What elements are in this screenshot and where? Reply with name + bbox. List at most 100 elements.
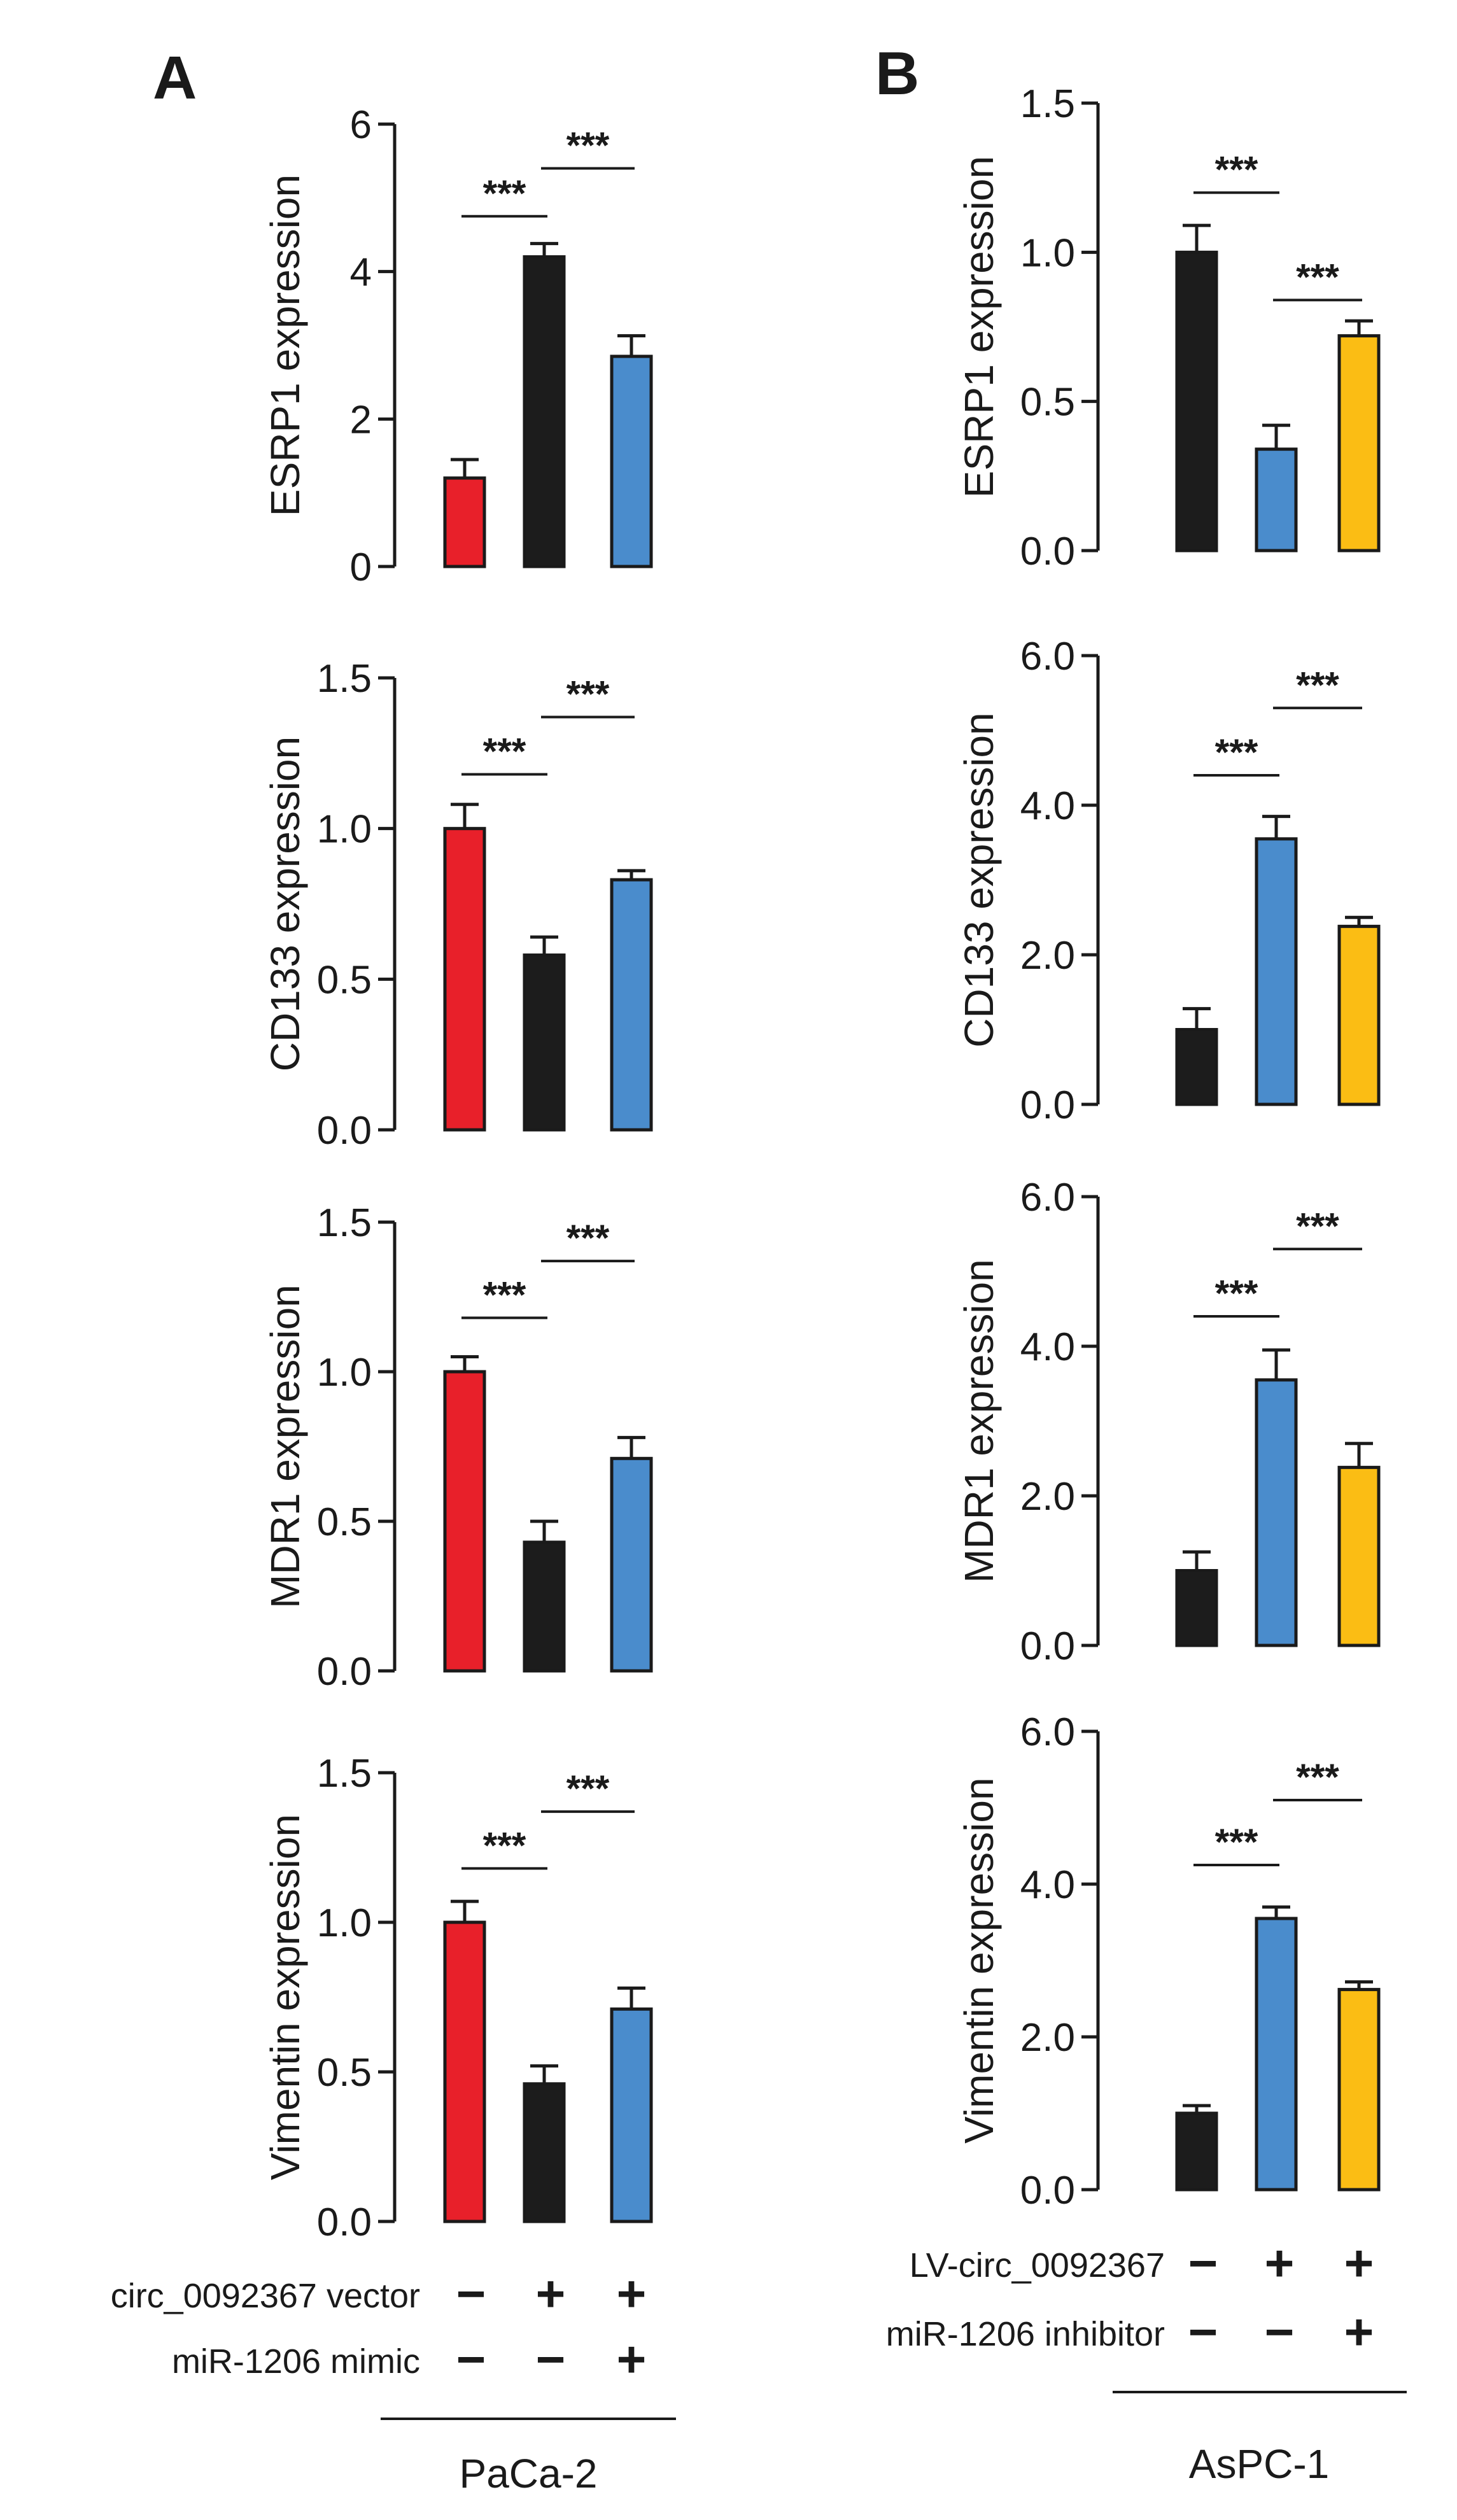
panel-a-label: A (153, 44, 197, 112)
panel-b-condition-1-sign-3: + (1344, 2235, 1374, 2291)
panel-b-chart-2-tick-label-2: 4.0 (1020, 784, 1075, 828)
panel-b-chart-2-tick-label-1: 2.0 (1020, 934, 1075, 978)
panel-a-chart-3-tick-label-1: 0.5 (317, 1500, 372, 1544)
panel-a-chart-3-sig-label-1: *** (483, 1274, 526, 1316)
panel-a-chart-2-tick-label-1: 0.5 (317, 958, 372, 1002)
panel-b-condition-2-label: miR-1206 inhibitor (886, 2315, 1165, 2353)
panel-b-chart-3-y-label: MDR1 expression (956, 1259, 1002, 1583)
panel-b-chart-4-tick-label-3: 6.0 (1020, 1710, 1075, 1754)
panel-a-chart-3-bar-2 (523, 1540, 566, 1673)
panel-a-chart-2-bar-3 (610, 878, 653, 1132)
panel-b-chart-2-tick-label-3: 6.0 (1020, 635, 1075, 679)
panel-b-chart-1-tick-label-2: 1.0 (1020, 231, 1075, 275)
panel-a-chart-3-y-label: MDR1 expression (262, 1285, 308, 1608)
panel-b-chart-3-bar-2 (1255, 1378, 1298, 1647)
panel-a-chart-2-sig-label-1: *** (483, 731, 526, 772)
panel-a-condition-1-label: circ_0092367 vector (111, 2277, 420, 2315)
panel-b-condition-1-sign-1: − (1188, 2235, 1218, 2291)
panel-b-chart-2-sig-label-2: *** (1296, 665, 1339, 706)
panel-a-chart-1-bar-3 (610, 355, 653, 568)
panel-b-chart-4-y-label: Vimentin expression (956, 1777, 1002, 2143)
panel-a-chart-4-tick-label-1: 0.5 (317, 2051, 372, 2095)
panel-a-chart-3-bar-3 (610, 1456, 653, 1673)
panel-a-condition-2-sign-3: + (617, 2331, 647, 2388)
panel-b-chart-1-bar-2 (1255, 447, 1298, 553)
panel-b-condition-2-sign-2: − (1265, 2304, 1295, 2360)
panel-b-chart-4-bar-2 (1255, 1917, 1298, 2192)
panel-b-cell-line: AsPC-1 (1189, 2441, 1330, 2487)
panel-b-condition-1-label: LV-circ_0092367 (910, 2246, 1165, 2284)
panel-a-condition-2-sign-1: − (456, 2331, 486, 2388)
panel-a-chart-1-bar-2 (523, 255, 566, 568)
panel-b-chart-1-bar-3 (1337, 334, 1381, 553)
panel-a-chart-1-tick-label-2: 4 (350, 251, 372, 295)
panel-b-condition-2-sign-1: − (1188, 2304, 1218, 2360)
panel-a-condition-2-sign-2: − (536, 2331, 566, 2388)
panel-a-chart-4-tick-label-2: 1.0 (317, 1901, 372, 1945)
panel-b-chart-3-sig-label-1: *** (1215, 1273, 1258, 1314)
panel-a-chart-1-y-label: ESRP1 expression (262, 174, 308, 516)
panel-a-chart-1-tick-label-1: 2 (350, 398, 372, 442)
panel-b-condition-2-sign-3: + (1344, 2304, 1374, 2360)
panel-b-chart-1-sig-label-2: *** (1296, 257, 1339, 298)
panel-b-chart-3-tick-label-2: 4.0 (1020, 1325, 1075, 1369)
panel-a-chart-3-bar-1 (443, 1370, 486, 1673)
panel-b-chart-4-bar-1 (1175, 2111, 1218, 2192)
panel-b-chart-4-tick-label-2: 4.0 (1020, 1863, 1075, 1907)
panel-a-chart-4-bar-1 (443, 1920, 486, 2223)
panel-a-chart-2-y-label: CD133 expression (262, 736, 308, 1072)
panel-a-condition-1-sign-1: − (456, 2265, 486, 2322)
panel-b-chart-1-sig-label-1: *** (1215, 150, 1258, 191)
panel-a-condition-1-sign-3: + (617, 2265, 647, 2322)
panel-b-chart-4-tick-label-1: 2.0 (1020, 2016, 1075, 2060)
panel-b-chart-1-tick-label-3: 1.5 (1020, 82, 1075, 126)
panel-b-chart-3-sig-label-2: *** (1296, 1206, 1339, 1247)
panel-b-chart-1-y-label: ESRP1 expression (956, 156, 1002, 498)
panel-a-chart-3-tick-label-0: 0.0 (317, 1650, 372, 1694)
panel-a-chart-3-tick-label-2: 1.0 (317, 1351, 372, 1395)
panel-b-condition-1-sign-2: + (1265, 2235, 1295, 2291)
panel-a-condition-2-label: miR-1206 mimic (172, 2342, 420, 2381)
panel-a-chart-4-bar-3 (610, 2007, 653, 2223)
panel-b-chart-3-tick-label-3: 6.0 (1020, 1176, 1075, 1220)
panel-a-chart-2-tick-label-0: 0.0 (317, 1109, 372, 1153)
panel-a-chart-1-sig-label-2: *** (567, 125, 610, 167)
panel-b-chart-3-tick-label-0: 0.0 (1020, 1624, 1075, 1668)
panel-a-cell-line: PaCa-2 (460, 2451, 598, 2496)
panel-b-label: B (875, 39, 919, 108)
panel-b-chart-1-tick-label-0: 0.0 (1020, 530, 1075, 574)
panel-a-chart-1-tick-label-0: 0 (350, 546, 372, 589)
panel-b-chart-1-tick-label-1: 0.5 (1020, 381, 1075, 425)
panel-a-chart-4-sig-label-1: *** (483, 1825, 526, 1866)
panel-a-chart-4-sig-label-2: *** (567, 1768, 610, 1810)
panel-a-chart-2-tick-label-3: 1.5 (317, 657, 372, 701)
panel-b-chart-4-bar-3 (1337, 1988, 1381, 2192)
panel-b-chart-2-bar-2 (1255, 837, 1298, 1106)
panel-a-chart-2-bar-1 (443, 827, 486, 1132)
panel-b-chart-4-sig-label-2: *** (1296, 1757, 1339, 1798)
panel-a-chart-1-tick-label-3: 6 (350, 103, 372, 147)
panel-b-chart-2-y-label: CD133 expression (956, 712, 1002, 1048)
panel-a-chart-3-sig-label-2: *** (567, 1218, 610, 1259)
panel-b-chart-3-bar-1 (1175, 1569, 1218, 1647)
panel-a-chart-4-y-label: Vimentin expression (262, 1814, 308, 2180)
panel-b-chart-2-sig-label-1: *** (1215, 732, 1258, 773)
panel-a-chart-2-sig-label-2: *** (567, 674, 610, 715)
panel-b-chart-2-bar-3 (1337, 924, 1381, 1106)
panel-a-chart-4-bar-2 (523, 2082, 566, 2223)
panel-b-chart-4-sig-label-1: *** (1215, 1822, 1258, 1863)
panel-b-chart-2-bar-1 (1175, 1028, 1218, 1106)
panel-b-chart-4-tick-label-0: 0.0 (1020, 2169, 1075, 2213)
panel-a-chart-4-tick-label-0: 0.0 (317, 2200, 372, 2244)
panel-b-chart-3-tick-label-1: 2.0 (1020, 1475, 1075, 1519)
panel-a-chart-2-tick-label-2: 1.0 (317, 808, 372, 852)
panel-a-condition-1-sign-2: + (536, 2265, 566, 2322)
panel-a-chart-2-bar-2 (523, 953, 566, 1132)
panel-a-chart-1-sig-label-1: *** (483, 173, 526, 215)
panel-b-chart-1-bar-1 (1175, 250, 1218, 553)
panel-b-chart-2-tick-label-0: 0.0 (1020, 1083, 1075, 1127)
panel-b-chart-3-bar-3 (1337, 1465, 1381, 1647)
panel-a-chart-4-tick-label-3: 1.5 (317, 1752, 372, 1796)
panel-a-chart-1-bar-1 (443, 476, 486, 568)
